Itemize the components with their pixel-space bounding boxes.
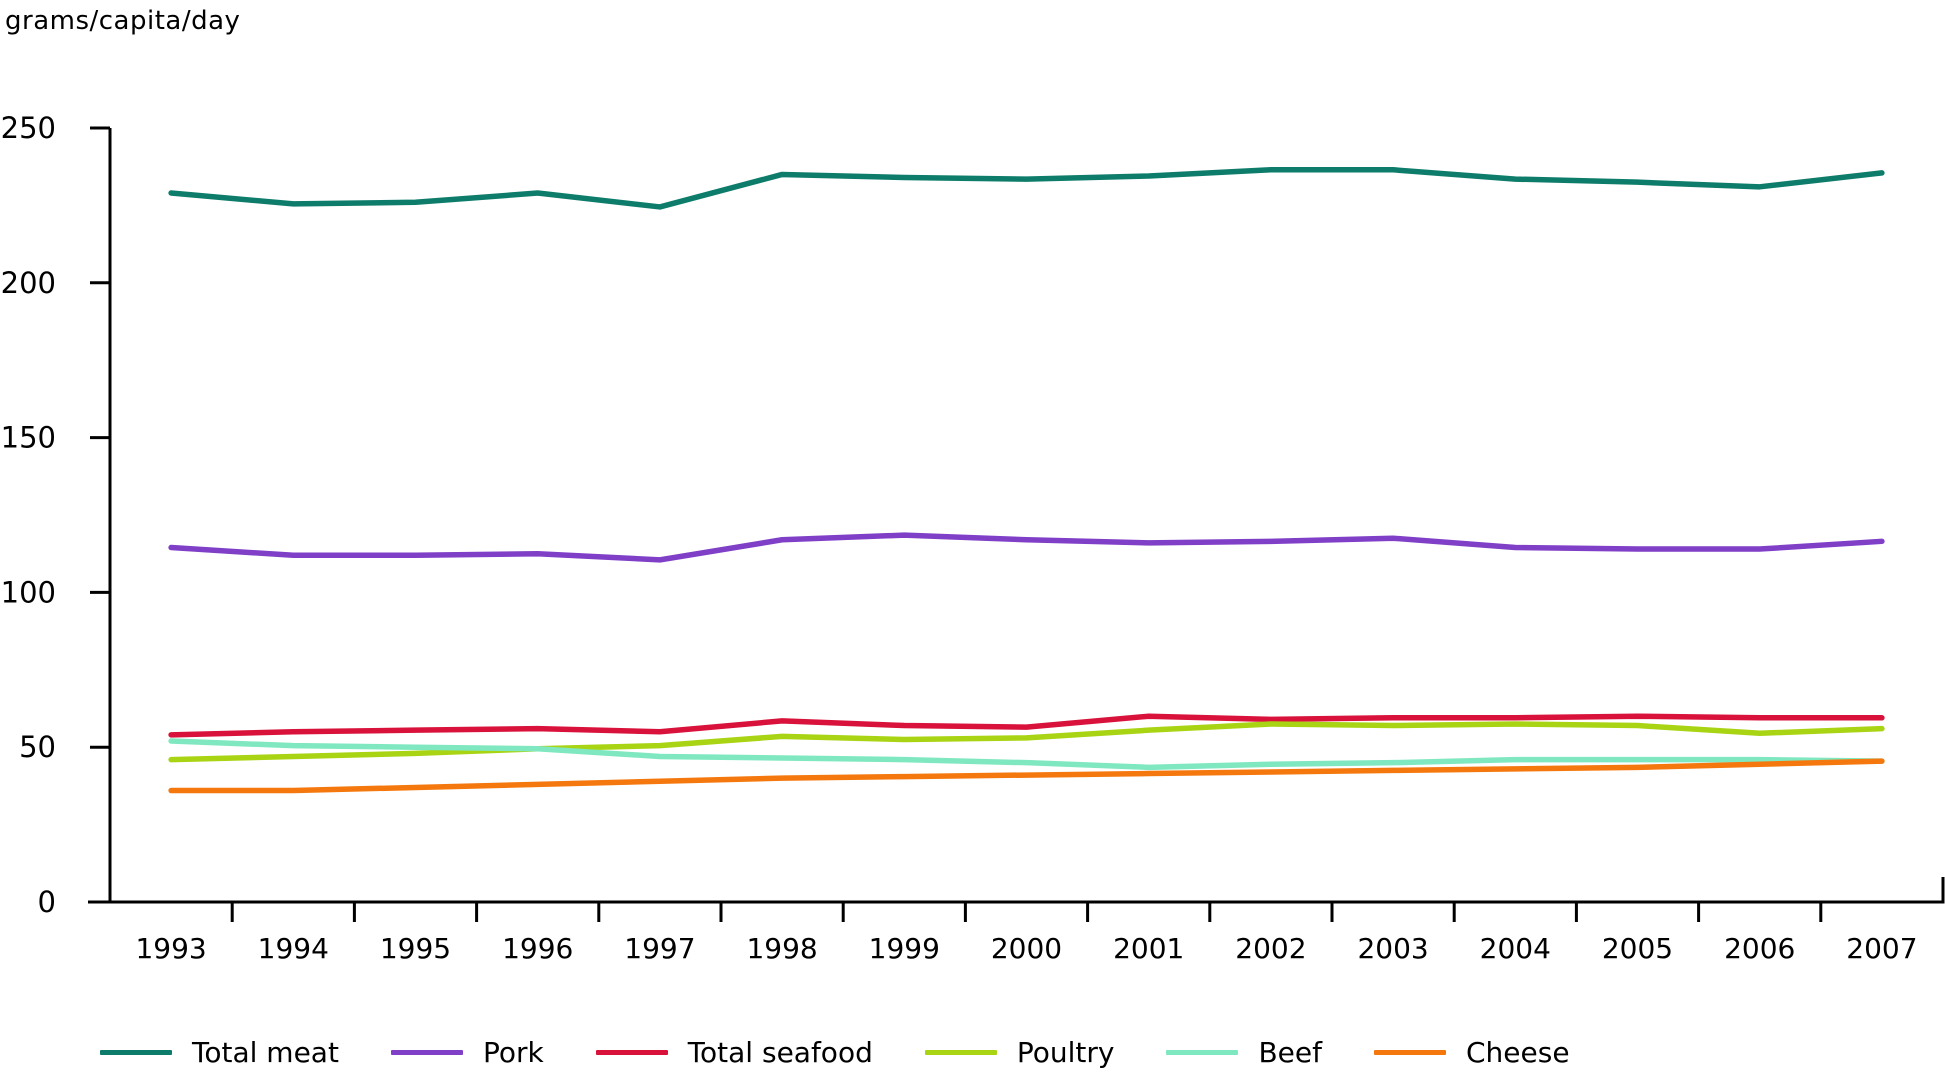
series-line-total-seafood: [168, 713, 1885, 738]
x-tick-label: 1995: [380, 932, 451, 965]
legend-label: Total meat: [192, 1036, 339, 1069]
legend-item-beef: Beef: [1166, 1036, 1322, 1069]
y-tick-label: 50: [19, 730, 56, 764]
legend-label: Pork: [482, 1036, 544, 1069]
legend-swatch-icon: [1166, 1050, 1239, 1055]
legend-item-pork: Pork: [390, 1036, 544, 1069]
legend-label: Poultry: [1016, 1036, 1115, 1069]
y-tick-label: 0: [38, 885, 56, 919]
series-line-poultry: [168, 721, 1885, 763]
x-tick-label: 1997: [624, 932, 695, 965]
legend-label: Beef: [1258, 1036, 1322, 1069]
x-tick-label: 1998: [746, 932, 817, 965]
series-line-pork: [168, 532, 1885, 563]
x-tick-label: 1996: [502, 932, 573, 965]
x-tick-label: 2004: [1480, 932, 1551, 965]
x-tick-label: 1999: [869, 932, 940, 965]
x-tick-label: 2007: [1846, 932, 1917, 965]
x-tick-label: 2006: [1724, 932, 1795, 965]
x-tick-label: 1994: [258, 932, 329, 965]
x-tick-label: 1993: [135, 932, 206, 965]
legend-label: Cheese: [1466, 1036, 1570, 1069]
legend-item-total-seafood: Total seafood: [595, 1036, 873, 1069]
legend-swatch-icon: [390, 1050, 463, 1055]
x-tick-label: 2000: [991, 932, 1062, 965]
legend-swatch-icon: [924, 1050, 997, 1055]
series-line-total-meat: [168, 167, 1885, 210]
legend-swatch-icon: [1374, 1050, 1446, 1055]
y-tick-label: 200: [1, 266, 56, 300]
x-tick-label: 2002: [1235, 932, 1306, 965]
legend: Total meat Pork Total seafood Poultry Beef Ch…: [100, 1036, 1600, 1069]
legend-item-cheese: Cheese: [1374, 1036, 1570, 1069]
series-line-beef: [168, 738, 1885, 771]
y-tick-label: 150: [1, 421, 56, 455]
series-line-cheese: [168, 758, 1885, 794]
plot-area: 0 50 100 150 200 250 1993 1994 1995 1996 1997 1998 1…: [1, 111, 1945, 965]
y-axis-title: grams/capita/day: [5, 6, 241, 36]
legend-item-total-meat: Total meat: [100, 1036, 339, 1069]
x-axis-line: [88, 877, 1945, 904]
legend-item-poultry: Poultry: [924, 1036, 1115, 1069]
y-tick-label: 100: [1, 575, 56, 609]
x-tick-label: 2003: [1357, 932, 1428, 965]
legend-swatch-icon: [100, 1050, 172, 1055]
x-tick-label: 2005: [1602, 932, 1673, 965]
legend-label: Total seafood: [687, 1036, 873, 1069]
legend-swatch-icon: [595, 1050, 668, 1055]
x-tick-label: 2001: [1113, 932, 1184, 965]
y-tick-label: 250: [1, 111, 56, 145]
